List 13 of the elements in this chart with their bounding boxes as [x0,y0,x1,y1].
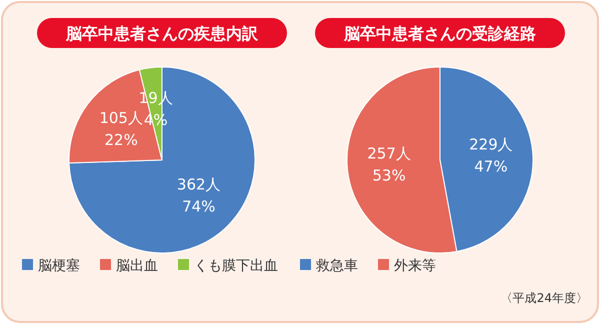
pie-slice [68,66,256,254]
data-label: 229人 47% [469,135,513,176]
data-label: 105人 22% [99,109,143,150]
chart-title: 脳卒中患者さんの疾患内訳 [65,24,259,43]
legend-label: 救急車 [315,258,358,274]
data-label: 257人 53% [367,144,411,185]
legend-label: 外来等 [394,258,436,274]
text: 〈平成24年度〉 [500,291,588,305]
data-label: 362人 74% [176,176,221,216]
legend-label: 脳出血 [116,258,158,274]
chart-title: 脳卒中患者さんの受診経路 [343,24,536,43]
legend-label: くも膜下出血 [194,258,278,274]
legend-label: 脳梗塞 [38,258,80,274]
